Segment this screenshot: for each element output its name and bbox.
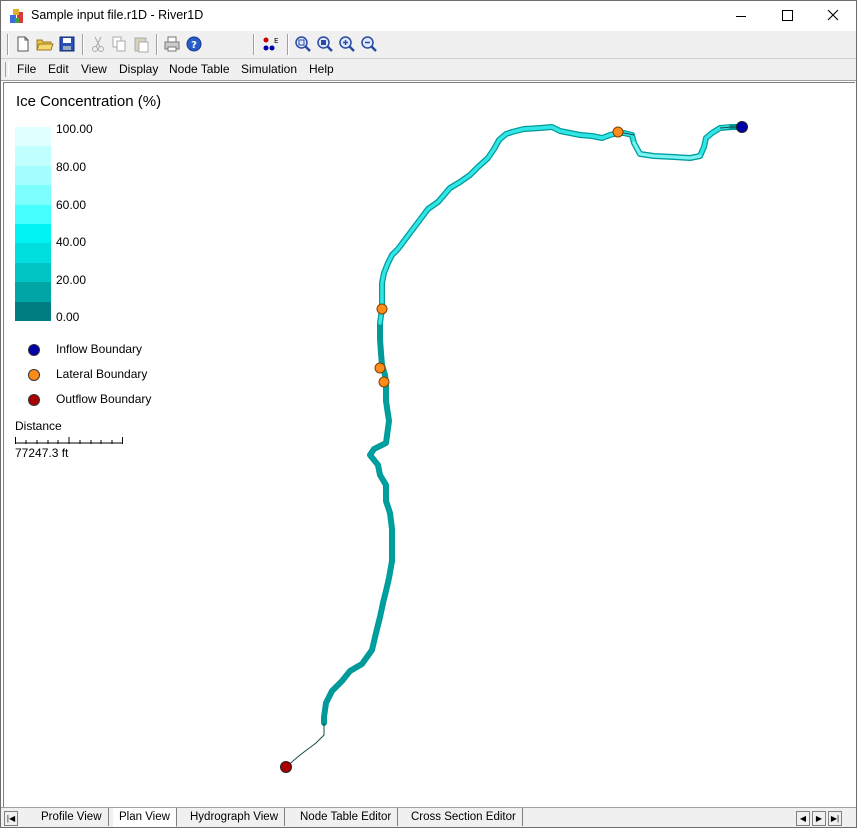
zoom-extents-icon[interactable]: [293, 34, 313, 54]
maximize-button[interactable]: [764, 1, 810, 31]
new-file-icon[interactable]: [13, 34, 33, 54]
menu-edit[interactable]: Edit: [48, 62, 69, 76]
distance-label: Distance: [15, 419, 62, 433]
menu-node-table[interactable]: Node Table: [169, 62, 230, 76]
lateral-boundary-node[interactable]: [378, 376, 390, 388]
legend-color-step: [15, 127, 51, 147]
view-tab-bar: |◀ Profile View Plan View Hydrograph Vie…: [1, 807, 856, 827]
menu-file[interactable]: File: [17, 62, 37, 76]
toolbar-separator: [156, 34, 158, 55]
legend-color-step: [15, 262, 51, 283]
title-bar: Sample input file.r1D - River1D: [1, 1, 856, 31]
legend-color-step: [15, 223, 51, 244]
menu-simulation[interactable]: Simulation: [241, 62, 298, 76]
inflow-boundary-node[interactable]: [736, 121, 748, 133]
svg-text:?: ?: [191, 40, 197, 51]
window-title: Sample input file.r1D - River1D: [31, 8, 204, 22]
open-folder-icon[interactable]: [35, 34, 55, 54]
ice-concentration-color-scale: [15, 127, 51, 321]
close-button[interactable]: [810, 1, 856, 31]
toolbar-separator: [287, 34, 289, 55]
tab-scroll-prev-button[interactable]: ◀: [796, 811, 810, 826]
outflow-boundary-node[interactable]: [280, 761, 292, 773]
toolbar: ? E: [1, 31, 856, 58]
toolbar-separator: [82, 34, 84, 55]
menu-help[interactable]: Help: [309, 62, 334, 76]
toolbar-grip: [7, 34, 9, 55]
toolbar-separator: [253, 34, 255, 55]
close-icon: [827, 9, 839, 21]
outflow-boundary-label: Outflow Boundary: [56, 392, 152, 406]
legend-color-step: [15, 146, 51, 166]
legend-tick-label: 100.00: [56, 122, 93, 136]
legend-color-step: [15, 185, 51, 205]
tab-scroll-next-button[interactable]: ▶: [812, 811, 826, 826]
save-icon[interactable]: [57, 34, 77, 54]
lateral-boundary-node[interactable]: [376, 303, 388, 315]
legend-tick-label: 20.00: [56, 273, 87, 287]
tab-hydrograph-view[interactable]: Hydrograph View: [184, 808, 286, 826]
legend-tick-label: 80.00: [56, 160, 87, 174]
help-icon[interactable]: ?: [184, 34, 204, 54]
legend-tick-label: 0.00: [56, 310, 80, 324]
menu-display[interactable]: Display: [119, 62, 159, 76]
plan-view-canvas[interactable]: Ice Concentration (%) 100.00 80.00 60.00…: [3, 82, 855, 808]
legend-color-step: [15, 204, 51, 224]
inflow-boundary-legend-icon: [28, 344, 40, 356]
paste-icon[interactable]: [131, 34, 151, 54]
tab-cross-section-editor[interactable]: Cross Section Editor: [405, 808, 523, 826]
distance-scale-bar: [15, 437, 123, 444]
inflow-boundary-label: Inflow Boundary: [56, 342, 143, 356]
node-edit-icon[interactable]: E: [260, 34, 280, 54]
legend-color-step: [15, 301, 51, 321]
river-centerline-upstream: [618, 126, 742, 136]
lateral-boundary-legend-icon: [28, 369, 40, 381]
minimize-icon: [736, 16, 746, 17]
legend-tick-label: 60.00: [56, 198, 87, 212]
tab-scroll-first-button[interactable]: |◀: [4, 811, 18, 826]
tab-plan-view[interactable]: Plan View: [113, 808, 177, 827]
river-channel-open-water: [368, 363, 394, 652]
river-channel-light-ice: [632, 141, 702, 160]
outflow-boundary-legend-icon: [28, 394, 40, 406]
river-map[interactable]: [4, 83, 855, 808]
tab-profile-view[interactable]: Profile View: [35, 808, 109, 826]
distance-value: 77247.3 ft: [15, 446, 69, 460]
menu-bar: File Edit View Display Node Table Simula…: [1, 58, 856, 81]
print-icon[interactable]: [162, 34, 182, 54]
zoom-window-icon[interactable]: [315, 34, 335, 54]
legend-color-step: [15, 282, 51, 302]
cut-icon[interactable]: [88, 34, 108, 54]
svg-text:E: E: [274, 37, 278, 45]
legend-color-step: [15, 243, 51, 263]
app-icon: [10, 9, 23, 23]
lateral-boundary-node[interactable]: [612, 126, 624, 138]
copy-icon[interactable]: [109, 34, 129, 54]
menu-grip: [5, 62, 9, 77]
legend-tick-label: 40.00: [56, 235, 87, 249]
river-centerline-downstream: [285, 723, 325, 768]
tab-scroll-last-button[interactable]: ▶|: [828, 811, 842, 826]
tab-node-table-editor[interactable]: Node Table Editor: [294, 808, 399, 826]
lateral-boundary-node[interactable]: [374, 362, 386, 374]
lateral-boundary-label: Lateral Boundary: [56, 367, 148, 381]
menu-view[interactable]: View: [81, 62, 107, 76]
minimize-button[interactable]: [718, 1, 764, 31]
maximize-icon: [782, 10, 793, 21]
zoom-out-icon[interactable]: [359, 34, 379, 54]
legend-color-step: [15, 165, 51, 186]
legend-title: Ice Concentration (%): [16, 93, 162, 110]
zoom-in-icon[interactable]: [337, 34, 357, 54]
